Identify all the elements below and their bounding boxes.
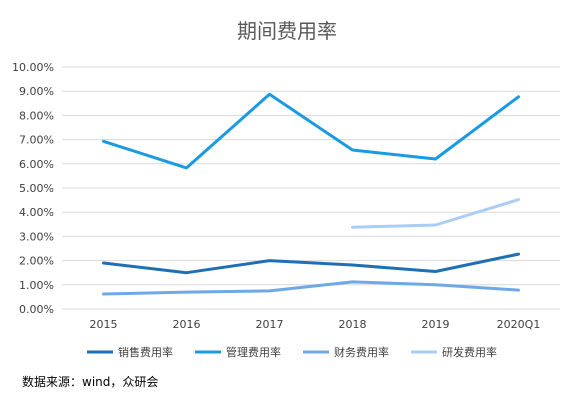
- series-lines: [102, 92, 520, 296]
- y-tick-label: 2.00%: [19, 255, 54, 268]
- gridlines: [62, 66, 560, 310]
- x-tick-label: 2019: [422, 318, 450, 331]
- series-line: [102, 92, 520, 170]
- x-axis-ticks: 2015 2016 2017 2018 2019 2020Q1: [90, 318, 541, 331]
- y-tick-label: 1.00%: [19, 279, 54, 292]
- legend-label: 管理费用率: [226, 345, 281, 359]
- source-note: 数据来源：wind，众研会: [22, 375, 159, 389]
- y-axis-ticks: 0.00% 1.00% 2.00% 3.00% 4.00% 5.00% 6.00% 7.00%…: [12, 61, 54, 316]
- x-tick-label: 2015: [90, 318, 118, 331]
- y-tick-label: 4.00%: [19, 206, 54, 219]
- x-tick-label: 2018: [339, 318, 367, 331]
- y-tick-label: 5.00%: [19, 182, 54, 195]
- legend-label: 销售费用率: [118, 345, 173, 359]
- legend: 销售费用率 管理费用率 财务费用率 研发费用率: [87, 345, 497, 359]
- chart-title: 期间费用率: [237, 19, 337, 43]
- y-tick-label: 10.00%: [12, 61, 54, 74]
- y-tick-label: 8.00%: [19, 109, 54, 122]
- series-line: [102, 280, 520, 296]
- x-tick-label: 2017: [256, 318, 284, 331]
- y-tick-label: 9.00%: [19, 85, 54, 98]
- y-tick-label: 7.00%: [19, 134, 54, 147]
- series-line: [351, 198, 520, 229]
- x-tick-label: 2016: [173, 318, 201, 331]
- y-tick-label: 6.00%: [19, 158, 54, 171]
- y-tick-label: 3.00%: [19, 230, 54, 243]
- legend-label: 财务费用率: [334, 345, 389, 359]
- series-line: [102, 252, 520, 275]
- y-tick-label: 0.00%: [19, 303, 54, 316]
- x-tick-label: 2020Q1: [497, 318, 541, 331]
- legend-label: 研发费用率: [442, 345, 497, 359]
